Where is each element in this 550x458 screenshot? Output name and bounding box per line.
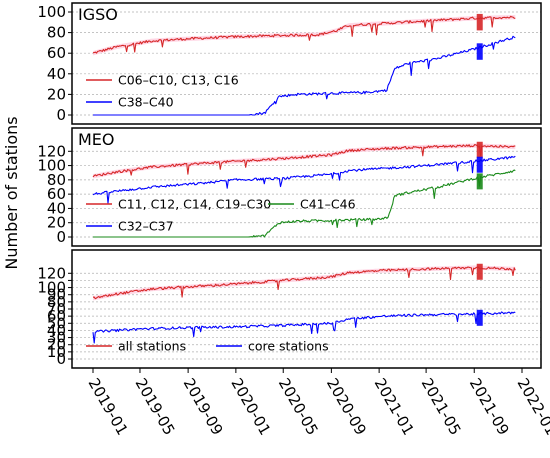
panel-igso: 0 20 40 60 80 100 IGSO C06–C10, C13, C16 C38–C… [37,2,542,125]
igso-legend: C06–C10, C13, C16 C38–C40 [86,73,239,110]
igso-frame [71,2,542,125]
y-tick-label: 0 [56,228,66,246]
y-tick-label: 20 [47,85,66,103]
series-spike [476,156,483,173]
stations-plot-area [92,263,516,344]
series-spike [476,43,483,60]
legend-label: C38–C40 [118,95,174,110]
igso-y-ticks: 0 20 40 60 80 100 [37,3,72,124]
x-axis: 2019-01 2019-05 2019-09 2020-01 2020-05 2020-… [85,368,550,438]
x-tick-label: 2021-09 [466,375,513,438]
series-line [92,311,516,344]
y-tick-label: 60 [47,307,66,325]
meo-title: MEO [78,130,115,149]
y-tick-label: 90 [47,286,66,304]
x-tick-label: 2021-05 [418,375,465,438]
y-tick-label: 120 [37,264,66,282]
y-tick-label: 40 [47,321,66,339]
y-tick-label: 100 [37,3,66,21]
y-tick-label: 0 [56,106,66,124]
legend-label: all stations [118,339,186,354]
x-tick-label: 2019-05 [132,375,179,438]
legend-label: C41–C46 [300,197,356,212]
igso-plot-area [92,13,516,116]
y-tick-label: 0 [56,350,66,368]
series-line [92,15,516,54]
y-tick-label: 40 [47,65,66,83]
x-tick-label: 2022-01 [514,375,550,438]
x-tick-label: 2020-09 [323,375,370,438]
series-band [93,143,516,179]
meo-plot-area [92,141,516,238]
legend-label: C11, C12, C14, C19–C30 [118,197,271,212]
series-spike [476,309,483,326]
igso-title: IGSO [78,5,118,24]
series-spike [476,13,483,31]
series-line [93,169,516,238]
legend-label: C32–C37 [118,219,174,234]
y-tick-label: 20 [47,214,66,232]
x-tick-label: 2019-01 [85,375,132,438]
legend-label: core stations [248,339,329,354]
series-spike [476,263,483,280]
meo-frame [71,127,542,247]
legend-label: C06–C10, C13, C16 [118,73,239,88]
y-tick-label: 120 [37,142,66,160]
y-tick-label: 80 [47,24,66,42]
y-tick-label: 30 [47,329,66,347]
y-tick-label: 10 [47,343,66,361]
x-tick-label: 2021-01 [371,375,418,438]
y-tick-label: 80 [47,293,66,311]
series-line [92,155,516,204]
x-tick-label: 2020-01 [227,375,274,438]
y-tick-label: 60 [47,44,66,62]
y-tick-label: 70 [47,300,66,318]
x-tick-label: 2020-05 [275,375,322,438]
y-tick-label: 20 [47,336,66,354]
y-tick-label: 80 [47,171,66,189]
y-tick-label: 60 [47,185,66,203]
y-tick-label: 100 [37,279,66,297]
y-tick-label: 100 [37,157,66,175]
series-line [92,266,516,300]
series-line [92,143,516,178]
meo-legend: C11, C12, C14, C19–C30 C41–C46 C32–C37 [86,197,356,234]
series-line [93,35,516,116]
y-tick-label: 40 [47,199,66,217]
y-axis-label: Number of stations [2,116,21,269]
x-tick-label: 2019-09 [180,375,227,438]
stations-legend: all stations core stations [86,339,329,354]
y-tick-label: 50 [47,314,66,332]
